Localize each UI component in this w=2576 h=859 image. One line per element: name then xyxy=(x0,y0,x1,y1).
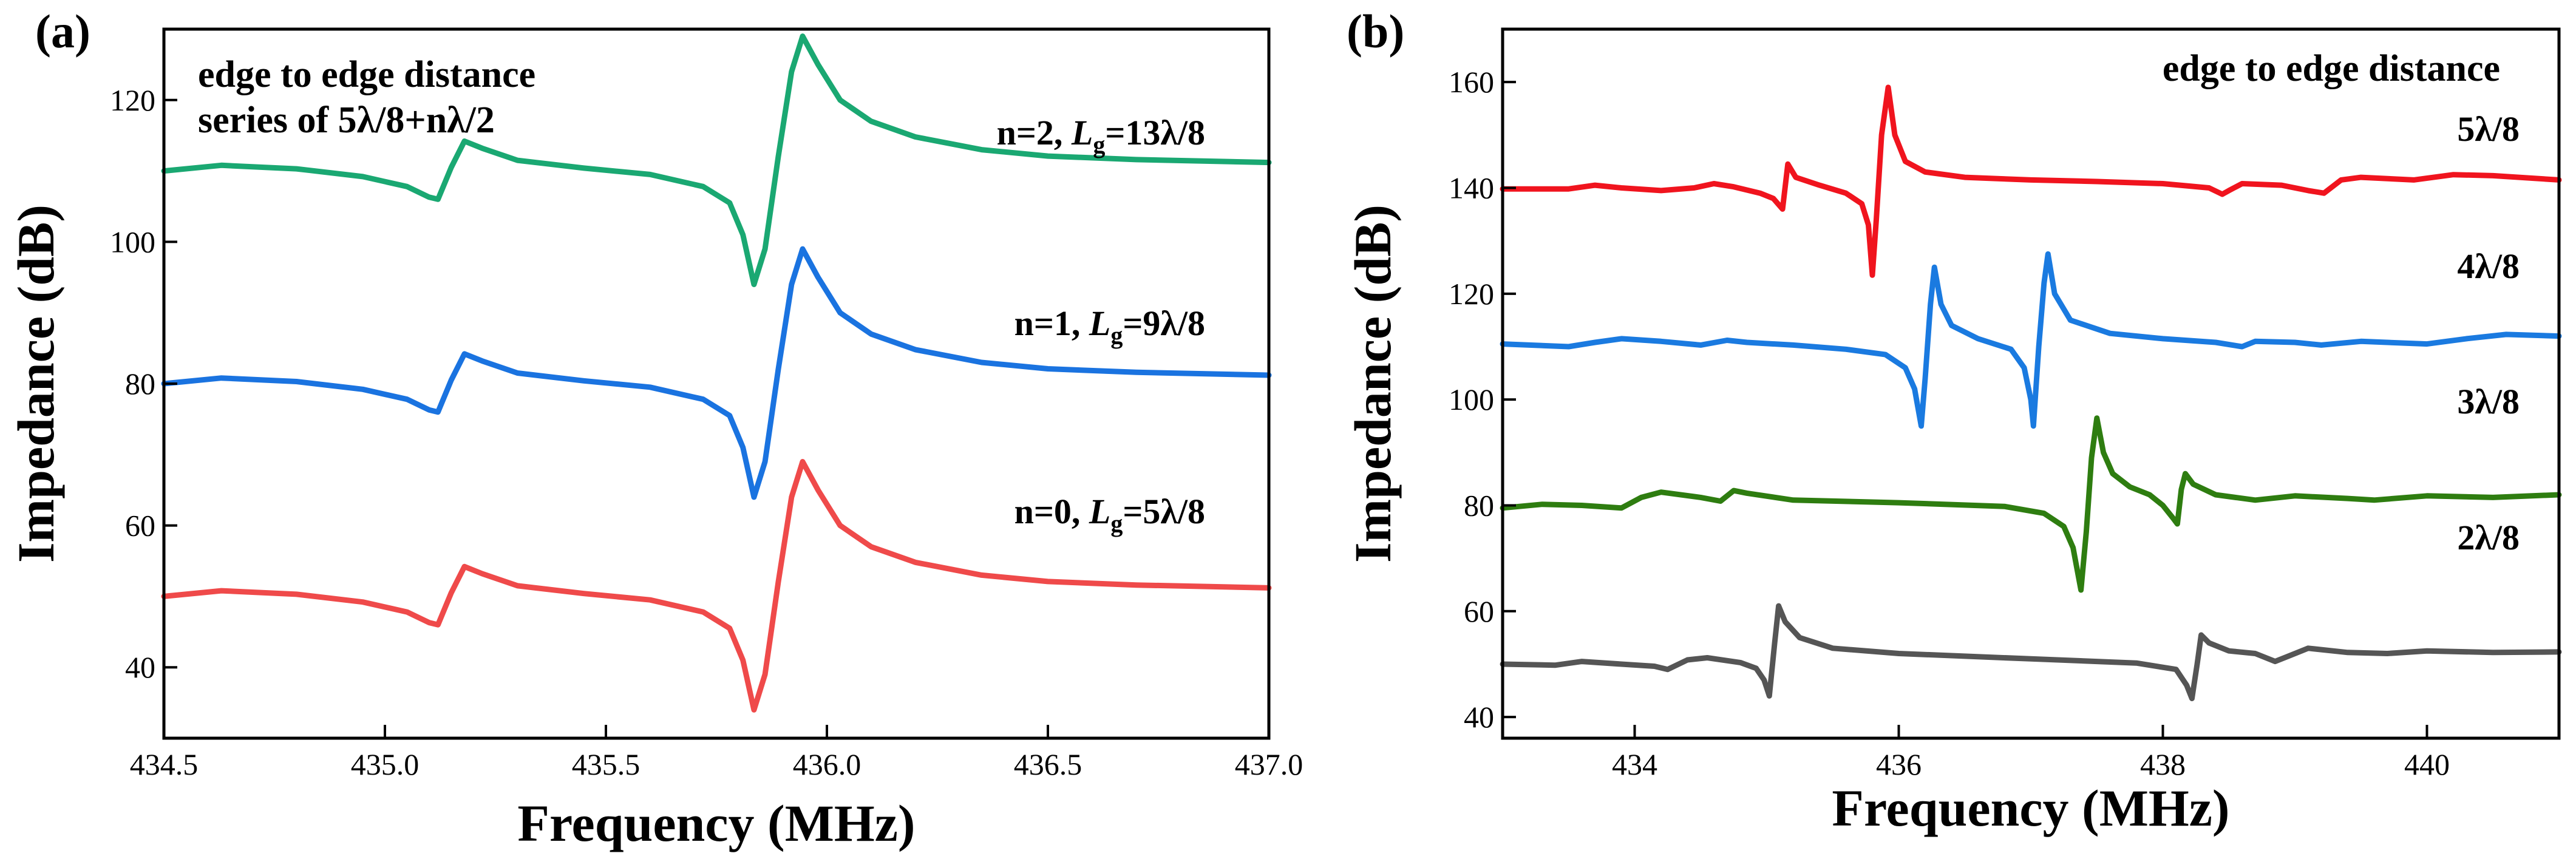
panel-b-y-tick-label-4: 120 xyxy=(1449,277,1494,311)
panel-a-series-labels: n=2, Lg=13λ/8 n=1, Lg=9λ/8 n=0, Lg=5λ/8 xyxy=(997,113,1205,537)
panel-b-x-axis-label: Frequency (MHz) xyxy=(1832,779,2229,837)
panel-a-annotation: edge to edge distance series of 5λ/8+nλ/… xyxy=(198,54,535,141)
panel-b-y-axis-label: Impedance (dB) xyxy=(1344,205,1402,563)
panel-a-series-line-2 xyxy=(161,459,1272,713)
panel-b-y-tick-label-6: 160 xyxy=(1449,65,1494,99)
panel-b-chart: (b) edge to edge distance 434 436 438 440 40… xyxy=(1344,5,2562,837)
panel-a-y-tick-label-0: 40 xyxy=(125,650,155,684)
panel-a-series-line-1 xyxy=(161,246,1272,500)
panel-b-x-tick-label-3: 440 xyxy=(2404,747,2450,781)
panel-a-x-tick-label-1: 435.0 xyxy=(351,747,420,781)
panel-b-y-tick-label-2: 80 xyxy=(1464,488,1494,522)
panel-b-x-tick-label-2: 438 xyxy=(2140,747,2186,781)
panel-b-series-label-0: 5λ/8 xyxy=(2457,109,2520,149)
panel-a-y-tick-label-2: 80 xyxy=(125,367,155,401)
panel-a-series-line-0 xyxy=(161,33,1272,287)
panel-b-series-label-3: 2λ/8 xyxy=(2457,518,2520,557)
panel-a-y-tick-label-3: 100 xyxy=(110,225,155,259)
panel-a-series-label-2: n=0, Lg=5λ/8 xyxy=(1014,492,1205,537)
panel-a-ticks: 434.5 435.0 435.5 436.0 436.5 437.0 40 60 80 100 1… xyxy=(110,83,1303,781)
panel-b-series-label-2: 3λ/8 xyxy=(2457,382,2520,421)
panel-a-label: (a) xyxy=(35,5,90,58)
panel-a-x-axis-label: Frequency (MHz) xyxy=(517,794,915,852)
panel-b-y-tick-label-0: 40 xyxy=(1464,700,1494,734)
panel-a-curves xyxy=(161,33,1272,713)
panel-b-ticks: 434 436 438 440 40 60 80 100 120 140 160 xyxy=(1449,65,2450,781)
panel-a-plot-frame xyxy=(162,27,1271,740)
panel-a-chart: (a) edge to edge distance series of 5λ/8… xyxy=(7,5,1303,852)
panel-a-y-tick-label-4: 120 xyxy=(110,83,155,117)
panel-b-curves xyxy=(1500,84,2562,702)
panel-b-series-labels: 5λ/8 4λ/8 3λ/8 2λ/8 xyxy=(2457,109,2520,557)
panel-b-x-tick-label-1: 436 xyxy=(1876,747,1922,781)
panel-a-y-tick-label-1: 60 xyxy=(125,509,155,543)
panel-b-x-tick-label-0: 434 xyxy=(1612,747,1657,781)
panel-a-series-label-0: n=2, Lg=13λ/8 xyxy=(997,113,1205,158)
panel-a-annotation-line-2: series of 5λ/8+nλ/2 xyxy=(198,100,495,141)
panel-b-series-line-3 xyxy=(1500,603,2562,702)
panel-b-y-tick-label-3: 100 xyxy=(1449,382,1494,416)
panel-b-label: (b) xyxy=(1347,5,1404,58)
panel-a-annotation-line-1: edge to edge distance xyxy=(198,54,535,95)
panel-b-series-label-1: 4λ/8 xyxy=(2457,246,2520,286)
panel-a-x-tick-label-4: 436.5 xyxy=(1014,747,1082,781)
panel-a-x-tick-label-0: 434.5 xyxy=(130,747,199,781)
panel-b-y-tick-label-1: 60 xyxy=(1464,594,1494,628)
panel-b-plot-frame xyxy=(1501,27,2561,740)
panel-b-series-line-0 xyxy=(1500,84,2562,278)
panel-b-series-line-1 xyxy=(1500,251,2562,429)
panel-a-x-tick-label-3: 436.0 xyxy=(793,747,861,781)
panel-a-x-tick-label-2: 435.5 xyxy=(572,747,641,781)
panel-a-y-axis-label: Impedance (dB) xyxy=(7,205,65,563)
panel-b-annotation: edge to edge distance xyxy=(2163,48,2500,89)
panel-b-series-line-2 xyxy=(1500,415,2562,593)
panel-a-series-label-1: n=1, Lg=9λ/8 xyxy=(1014,304,1205,349)
panel-a-x-tick-label-5: 437.0 xyxy=(1235,747,1303,781)
panel-b-y-tick-label-5: 140 xyxy=(1449,171,1494,205)
